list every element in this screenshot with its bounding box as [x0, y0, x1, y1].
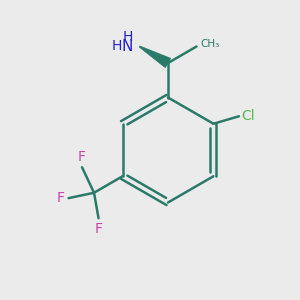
Text: F: F: [94, 222, 103, 236]
Polygon shape: [139, 46, 171, 68]
Text: CH₃: CH₃: [200, 39, 219, 49]
Text: F: F: [78, 150, 86, 164]
Text: H: H: [112, 40, 122, 53]
Text: H: H: [122, 30, 133, 44]
Text: F: F: [57, 191, 65, 205]
Text: Cl: Cl: [242, 109, 255, 123]
Text: N: N: [122, 39, 133, 54]
